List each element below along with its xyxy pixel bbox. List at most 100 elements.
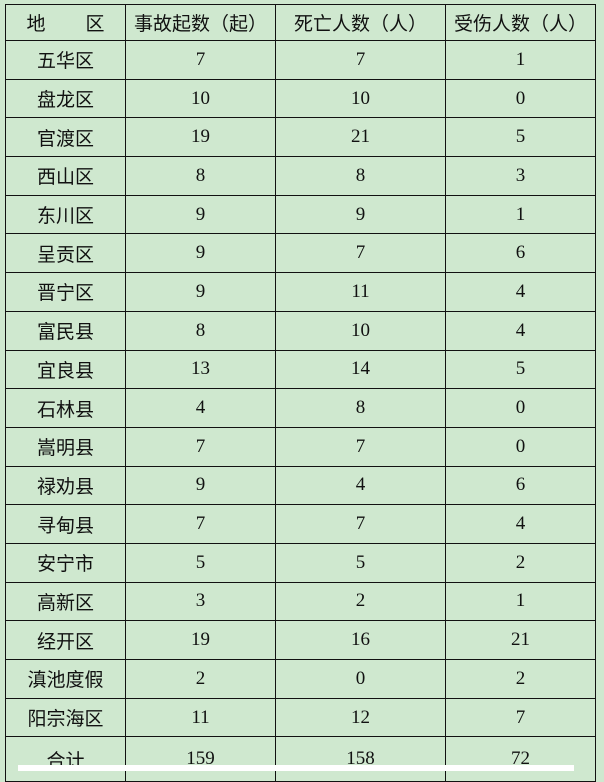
region-cell: 官渡区 bbox=[5, 117, 126, 158]
table-row: 呈贡区 9 7 6 bbox=[5, 233, 596, 274]
accidents-cell: 9 bbox=[125, 194, 276, 235]
deaths-cell: 7 bbox=[275, 40, 446, 80]
accidents-cell: 2 bbox=[125, 659, 276, 699]
deaths-cell: 8 bbox=[275, 388, 446, 428]
accidents-cell: 10 bbox=[125, 78, 276, 119]
region-cell: 嵩明县 bbox=[5, 426, 126, 467]
total-label: 合计 bbox=[5, 736, 126, 782]
header-region: 地区 bbox=[5, 4, 126, 41]
injuries-cell: 6 bbox=[445, 233, 596, 274]
injuries-cell: 0 bbox=[445, 78, 596, 119]
header-region-char2: 区 bbox=[85, 14, 105, 35]
deaths-cell: 11 bbox=[275, 272, 446, 312]
deaths-cell: 8 bbox=[275, 156, 446, 196]
region-cell: 宜良县 bbox=[5, 349, 126, 390]
table-row: 石林县 4 8 0 bbox=[5, 388, 596, 428]
header-deaths: 死亡人数（人） bbox=[275, 4, 446, 41]
bottom-strip bbox=[18, 765, 574, 771]
region-cell: 东川区 bbox=[5, 194, 126, 235]
header-accidents: 事故起数（起） bbox=[125, 4, 276, 41]
deaths-cell: 9 bbox=[275, 194, 446, 235]
accidents-cell: 7 bbox=[125, 40, 276, 80]
deaths-cell: 5 bbox=[275, 542, 446, 583]
table-row: 富民县 8 10 4 bbox=[5, 310, 596, 351]
injuries-cell: 2 bbox=[445, 542, 596, 583]
injuries-cell: 1 bbox=[445, 194, 596, 235]
table-header-row: 地区 事故起数（起） 死亡人数（人） 受伤人数（人） bbox=[5, 4, 596, 41]
table-row: 禄劝县 9 4 6 bbox=[5, 465, 596, 506]
deaths-cell: 16 bbox=[275, 620, 446, 660]
table-row: 嵩明县 7 7 0 bbox=[5, 426, 596, 467]
table-row: 盘龙区 10 10 0 bbox=[5, 78, 596, 119]
deaths-cell: 7 bbox=[275, 233, 446, 274]
total-injuries: 72 bbox=[445, 736, 596, 782]
table-row: 宜良县 13 14 5 bbox=[5, 349, 596, 390]
accidents-cell: 13 bbox=[125, 349, 276, 390]
deaths-cell: 2 bbox=[275, 581, 446, 622]
deaths-cell: 10 bbox=[275, 78, 446, 119]
injuries-cell: 4 bbox=[445, 310, 596, 351]
accidents-cell: 5 bbox=[125, 542, 276, 583]
region-cell: 盘龙区 bbox=[5, 78, 126, 119]
table-row: 寻甸县 7 7 4 bbox=[5, 504, 596, 544]
total-accidents: 159 bbox=[125, 736, 276, 782]
injuries-cell: 4 bbox=[445, 272, 596, 312]
deaths-cell: 4 bbox=[275, 465, 446, 506]
table-row: 晋宁区 9 11 4 bbox=[5, 272, 596, 312]
deaths-cell: 7 bbox=[275, 504, 446, 544]
injuries-cell: 7 bbox=[445, 697, 596, 738]
accidents-cell: 19 bbox=[125, 117, 276, 158]
region-cell: 富民县 bbox=[5, 310, 126, 351]
region-cell: 高新区 bbox=[5, 581, 126, 622]
deaths-cell: 0 bbox=[275, 659, 446, 699]
region-cell: 晋宁区 bbox=[5, 272, 126, 312]
deaths-cell: 21 bbox=[275, 117, 446, 158]
accidents-cell: 8 bbox=[125, 156, 276, 196]
injuries-cell: 0 bbox=[445, 388, 596, 428]
region-cell: 呈贡区 bbox=[5, 233, 126, 274]
region-cell: 禄劝县 bbox=[5, 465, 126, 506]
injuries-cell: 1 bbox=[445, 40, 596, 80]
region-cell: 石林县 bbox=[5, 388, 126, 428]
table-row: 阳宗海区 11 12 7 bbox=[5, 697, 596, 738]
accident-statistics-table: 地区 事故起数（起） 死亡人数（人） 受伤人数（人） 五华区 7 7 1 盘龙区 10 10… bbox=[5, 4, 596, 782]
injuries-cell: 6 bbox=[445, 465, 596, 506]
header-injuries: 受伤人数（人） bbox=[445, 4, 596, 41]
region-cell: 五华区 bbox=[5, 40, 126, 80]
total-deaths: 158 bbox=[275, 736, 446, 782]
accidents-cell: 7 bbox=[125, 426, 276, 467]
injuries-cell: 5 bbox=[445, 117, 596, 158]
table-row: 东川区 9 9 1 bbox=[5, 194, 596, 235]
region-cell: 寻甸县 bbox=[5, 504, 126, 544]
injuries-cell: 0 bbox=[445, 426, 596, 467]
injuries-cell: 21 bbox=[445, 620, 596, 660]
accidents-cell: 4 bbox=[125, 388, 276, 428]
region-cell: 滇池度假 bbox=[5, 659, 126, 699]
table-row: 安宁市 5 5 2 bbox=[5, 542, 596, 583]
region-cell: 阳宗海区 bbox=[5, 697, 126, 738]
accidents-cell: 3 bbox=[125, 581, 276, 622]
accidents-cell: 9 bbox=[125, 465, 276, 506]
accidents-cell: 9 bbox=[125, 272, 276, 312]
total-row: 合计 159 158 72 bbox=[5, 736, 596, 782]
table-row: 五华区 7 7 1 bbox=[5, 40, 596, 80]
table-row: 官渡区 19 21 5 bbox=[5, 117, 596, 158]
injuries-cell: 5 bbox=[445, 349, 596, 390]
region-cell: 西山区 bbox=[5, 156, 126, 196]
deaths-cell: 10 bbox=[275, 310, 446, 351]
accidents-cell: 11 bbox=[125, 697, 276, 738]
accidents-cell: 9 bbox=[125, 233, 276, 274]
accidents-cell: 19 bbox=[125, 620, 276, 660]
table-row: 高新区 3 2 1 bbox=[5, 581, 596, 622]
accidents-cell: 8 bbox=[125, 310, 276, 351]
deaths-cell: 14 bbox=[275, 349, 446, 390]
table-row: 经开区 19 16 21 bbox=[5, 620, 596, 660]
header-region-char1: 地 bbox=[26, 14, 46, 35]
injuries-cell: 1 bbox=[445, 581, 596, 622]
accidents-cell: 7 bbox=[125, 504, 276, 544]
table-row: 滇池度假 2 0 2 bbox=[5, 659, 596, 699]
region-cell: 安宁市 bbox=[5, 542, 126, 583]
injuries-cell: 4 bbox=[445, 504, 596, 544]
injuries-cell: 3 bbox=[445, 156, 596, 196]
region-cell: 经开区 bbox=[5, 620, 126, 660]
